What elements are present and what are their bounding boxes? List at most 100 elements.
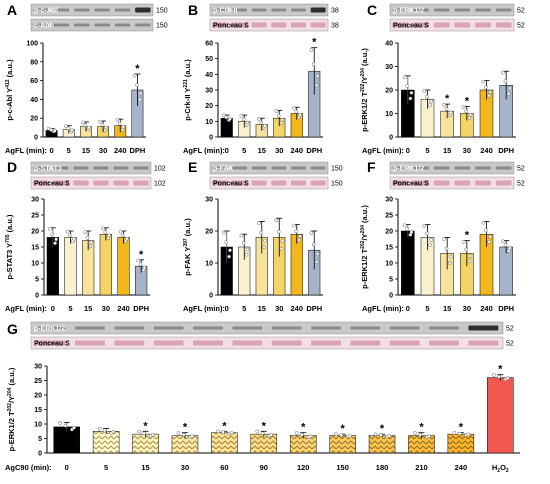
blot-mw: 102 (154, 166, 166, 173)
blot-band (153, 326, 184, 330)
blot-band (74, 23, 90, 27)
y-tick-label: 5 (35, 277, 39, 284)
blot-band (35, 340, 66, 346)
blot-band (433, 22, 450, 28)
x-tick-label: 90 (260, 463, 268, 472)
x-tick-label: 15 (443, 146, 451, 155)
data-point (468, 254, 473, 258)
data-point (425, 231, 429, 236)
y-axis-label-text: p-STAT3 Y705 (a.u.) (5, 214, 14, 280)
blot-band (114, 326, 145, 330)
blot-label: p-c-Abl (34, 8, 58, 15)
significance-star: * (465, 95, 470, 107)
data-point (466, 432, 471, 437)
blot-band (271, 166, 287, 170)
significance-star: * (340, 423, 345, 435)
y-tick-label: 25 (31, 213, 39, 220)
data-point (484, 228, 488, 233)
data-point (276, 229, 281, 234)
data-point (274, 218, 279, 222)
data-point (488, 90, 492, 94)
data-point (124, 236, 129, 241)
y-axis-label: p-c-Abl Y412 (a.u.) (5, 59, 14, 121)
blot-band (135, 7, 151, 13)
data-point (222, 230, 226, 235)
significance-star: * (262, 420, 267, 432)
data-point (402, 223, 407, 228)
blot-band (33, 166, 49, 170)
data-point (181, 432, 186, 437)
significance-star: * (183, 422, 188, 434)
data-point (405, 83, 410, 88)
data-point (259, 230, 264, 235)
data-point (294, 109, 299, 114)
x-tick-label: 15 (82, 146, 90, 155)
blot-band (291, 166, 306, 170)
y-tick-label: 60 (30, 78, 38, 85)
data-point (292, 223, 296, 228)
y-tick-label: 20 (205, 229, 213, 236)
y-axis-label: p-ERK1/2 T202/Y204 (a.u.) (360, 48, 369, 132)
blot-mw: 52 (517, 23, 525, 30)
data-point (190, 434, 195, 439)
y-tick-label: 25 (34, 378, 42, 385)
blot-band (495, 22, 512, 28)
data-point (387, 434, 392, 438)
y-tick-label: 0 (209, 293, 213, 300)
data-point (497, 374, 501, 379)
blot-band (53, 166, 69, 170)
blot-mw: 150 (331, 166, 343, 173)
panel-letter: C (367, 2, 377, 18)
data-point (279, 121, 284, 125)
data-point (52, 128, 57, 133)
blot-label: Ponceau S (393, 181, 429, 188)
blot-band (113, 166, 129, 170)
blot-band (251, 166, 267, 170)
data-point (298, 234, 302, 238)
data-point (63, 423, 68, 428)
y-tick-label: 25 (385, 213, 393, 220)
blot-band (133, 166, 149, 170)
y-tick-label: 20 (385, 88, 393, 95)
data-point (464, 109, 469, 114)
data-point (64, 124, 68, 128)
blot-strip (389, 176, 515, 190)
blot-band (93, 180, 109, 186)
bar (117, 237, 130, 296)
blot-band (389, 326, 420, 330)
blot-band (310, 166, 326, 170)
significance-star: * (380, 423, 385, 435)
y-axis-label-part: 705 (5, 234, 11, 243)
x-tick-label-part: H (492, 463, 497, 472)
panel-letter: A (7, 2, 17, 18)
significance-star: * (143, 420, 148, 432)
data-point (71, 236, 76, 241)
x-tick-label: 0 (406, 146, 410, 155)
y-axis-label-part: (a.u.) (360, 48, 369, 69)
y-axis-label-part: (a.u.) (7, 367, 16, 388)
x-axis-prefix: AgFL (min): (362, 304, 404, 313)
data-point (66, 126, 71, 131)
data-point (378, 433, 383, 438)
y-tick-label: 20 (31, 229, 39, 236)
data-point (309, 231, 314, 235)
data-point (507, 246, 512, 251)
y-tick-label: 15 (34, 407, 42, 414)
y-tick-label: 10 (385, 261, 393, 268)
y-tick-label: 100 (26, 41, 38, 48)
data-point (88, 244, 93, 249)
data-point (408, 96, 413, 101)
data-point (464, 247, 469, 252)
data-point (221, 430, 225, 435)
blot-band (475, 8, 491, 12)
data-point (274, 109, 279, 114)
data-point (257, 221, 261, 225)
y-tick-label: 20 (30, 116, 38, 123)
blot-band (392, 22, 409, 28)
data-point (81, 120, 85, 125)
data-point (292, 106, 296, 110)
blot-band (291, 180, 306, 186)
